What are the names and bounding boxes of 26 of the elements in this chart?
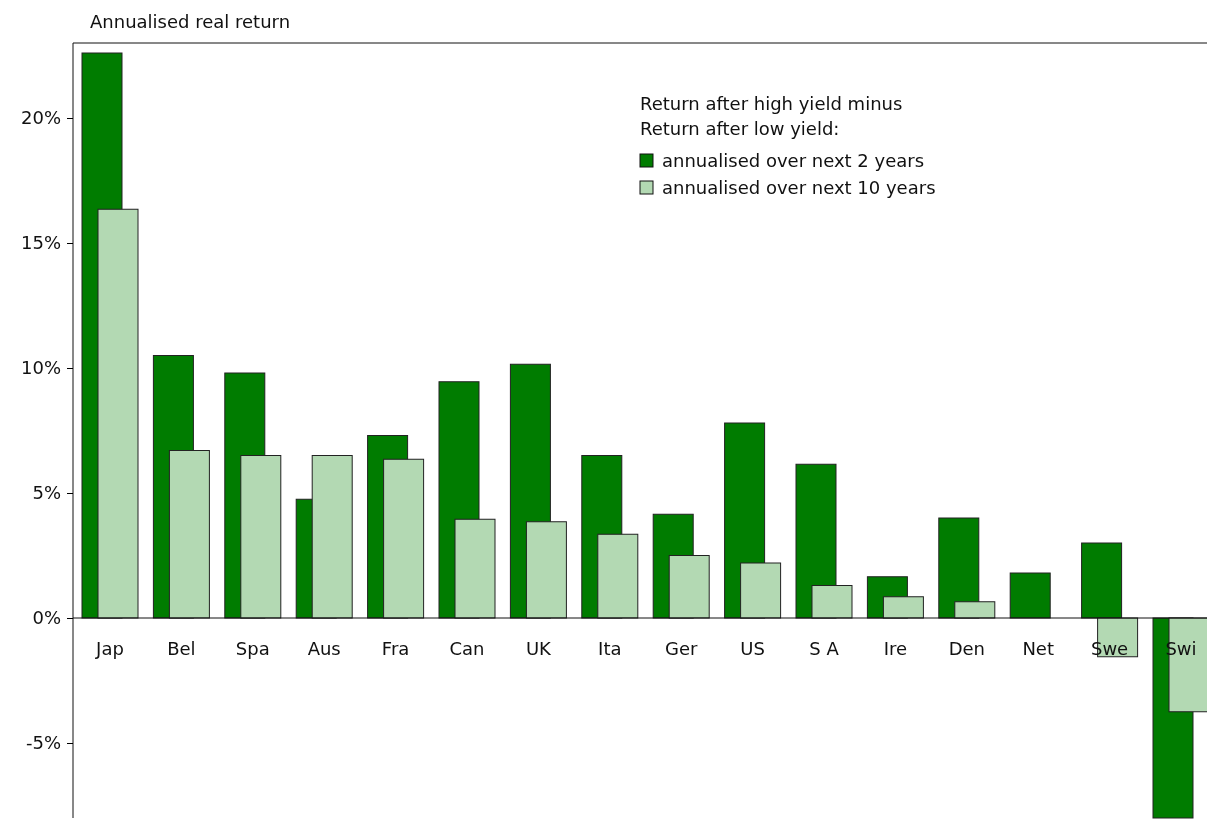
- bar: [1009, 572, 1051, 619]
- x-tick-label: Ita: [598, 638, 622, 659]
- x-tick-label: Can: [449, 638, 485, 659]
- bar: [1081, 542, 1123, 619]
- x-tick-label: Ire: [883, 638, 908, 659]
- x-tick-label: UK: [525, 638, 553, 659]
- x-tick-label: Net: [1022, 638, 1054, 659]
- x-tick-label: Den: [948, 638, 985, 659]
- legend-label: annualised over next 2 years: [662, 150, 925, 171]
- x-tick-label: US: [740, 638, 765, 659]
- x-tick-label: Ger: [664, 638, 698, 659]
- y-tick-label: -5%: [25, 732, 61, 754]
- x-tick-label: Aus: [307, 638, 341, 659]
- y-tick-label: 5%: [32, 482, 61, 504]
- y-axis-title: Annualised real return: [90, 11, 291, 32]
- legend-title: Return after high yield minus Return after low yield:: [640, 93, 903, 139]
- x-tick-label: Fra: [381, 638, 410, 659]
- x-tick-label: Bel: [167, 638, 196, 659]
- x-tick-label: Spa: [235, 638, 270, 659]
- legend-label: annualised over next 10 years: [662, 177, 936, 198]
- y-tick-label: 10%: [20, 357, 61, 379]
- y-tick-label: 0%: [32, 607, 61, 629]
- x-tick-label: Jap: [95, 638, 124, 659]
- y-tick-label: 15%: [20, 232, 61, 254]
- x-tick-label: S A: [809, 638, 840, 659]
- y-tick-label: 20%: [20, 107, 61, 129]
